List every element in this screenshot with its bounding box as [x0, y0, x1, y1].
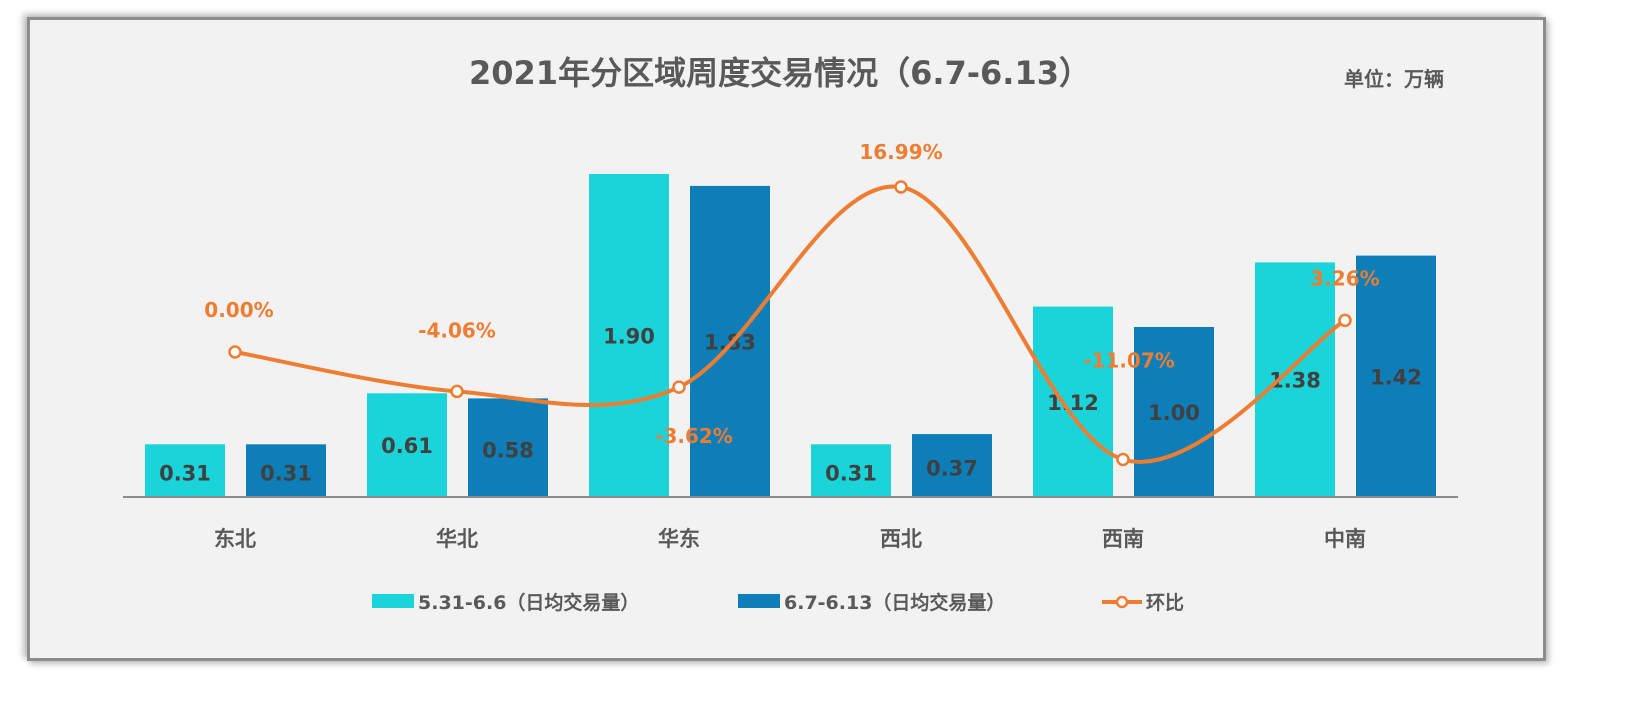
bar-previous — [811, 444, 891, 497]
bar-current — [912, 434, 992, 497]
legend-swatch — [738, 594, 780, 608]
ratio-label: -3.62% — [655, 424, 733, 448]
bar-previous — [145, 444, 225, 497]
legend-label: 6.7-6.13（日均交易量） — [784, 591, 1005, 614]
bar-value-label: 0.31 — [825, 462, 877, 486]
chart-title: 2021年分区域周度交易情况（6.7-6.13） — [469, 54, 1091, 92]
ratio-label: 0.00% — [204, 298, 273, 322]
bar-value-label: 1.00 — [1148, 401, 1200, 425]
bar-value-label: 1.12 — [1047, 391, 1099, 415]
bar-value-label: 0.37 — [926, 457, 978, 481]
bar-value-label: 1.90 — [603, 325, 655, 349]
bar-current — [1356, 255, 1436, 497]
bar-value-label: 0.58 — [482, 439, 534, 463]
legend-swatch — [372, 594, 414, 608]
bar-current — [1134, 327, 1214, 497]
unit-label: 单位：万辆 — [1344, 67, 1444, 91]
bar-current — [468, 398, 548, 497]
legend-label: 5.31-6.6（日均交易量） — [418, 591, 639, 614]
bar-previous — [1033, 306, 1113, 497]
ratio-label: 16.99% — [859, 140, 942, 164]
x-tick-label: 中南 — [1324, 527, 1366, 551]
ratio-label: -11.07% — [1083, 348, 1175, 372]
bar-current — [246, 444, 326, 497]
legend-marker-icon — [1115, 595, 1129, 609]
x-tick-label: 东北 — [214, 527, 256, 551]
legend-label: 环比 — [1146, 592, 1184, 614]
bar-previous — [367, 393, 447, 497]
bar-value-label: 1.42 — [1370, 365, 1422, 389]
bar-previous — [1255, 262, 1335, 497]
ratio-point — [1116, 452, 1130, 467]
bar-value-label: 0.31 — [159, 462, 211, 486]
x-tick-label: 华东 — [658, 527, 700, 551]
ratio-point — [894, 180, 908, 194]
ratio-point — [672, 380, 686, 394]
ratio-point — [450, 384, 464, 399]
ratio-point — [228, 345, 242, 359]
bar-current — [690, 185, 770, 497]
ratio-label: -4.06% — [418, 318, 496, 342]
x-tick-label: 西南 — [1102, 527, 1144, 551]
bar-previous — [589, 174, 669, 497]
bar-value-label: 0.61 — [381, 434, 433, 458]
ratio-label: 3.26% — [1310, 266, 1379, 290]
bar-value-label: 0.31 — [260, 462, 312, 486]
x-tick-label: 西北 — [880, 527, 922, 551]
x-tick-label: 华北 — [436, 527, 478, 551]
ratio-point — [1338, 313, 1352, 328]
